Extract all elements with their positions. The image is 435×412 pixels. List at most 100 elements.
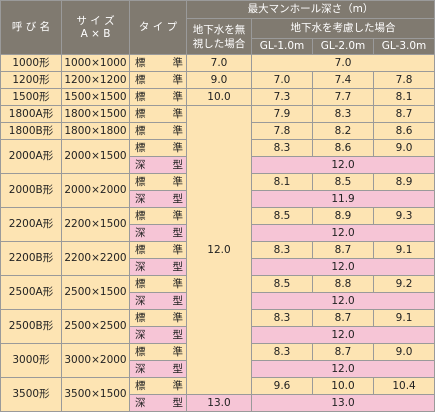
type-char-1: 標 — [135, 345, 146, 358]
row-gl2: 10.0 — [312, 377, 374, 395]
row-type: 標準 — [129, 139, 187, 157]
type-char-2: 型 — [172, 192, 184, 205]
row-size: 2000×1500 — [61, 139, 130, 174]
row-size: 3000×2000 — [61, 343, 130, 378]
row-name: 1800B形 — [0, 122, 62, 140]
row-type: 標準 — [129, 88, 187, 106]
row-type: 標準 — [129, 71, 187, 89]
table-row: 2200B形 2200×2200 標準 8.3 8.7 9.1 — [0, 241, 435, 276]
type-char-2: 準 — [172, 107, 184, 120]
row-gl2: 7.7 — [312, 88, 374, 106]
row-gl2: 8.3 — [312, 105, 374, 123]
table-row: 深型 11.9 — [1, 190, 435, 208]
row-gl1: 9.6 — [251, 377, 313, 395]
row-gl2: 8.5 — [312, 173, 374, 191]
row-name: 1500形 — [0, 88, 62, 106]
header-gl2: GL-2.0m — [312, 38, 374, 55]
row-groundwater-merged: 12.0 — [250, 224, 435, 242]
table-row: 深型 12.0 — [1, 156, 435, 174]
row-gl1: 7.0 — [251, 71, 313, 89]
row-name: 2500B形 — [0, 309, 62, 344]
header-no-groundwater: 地下水を無 視した場合 — [186, 18, 252, 55]
type-char-1: 深 — [135, 396, 146, 409]
table-row: 深型 12.0 — [1, 292, 435, 310]
row-gl1: 8.3 — [251, 139, 313, 157]
row-gl3: 8.9 — [372, 173, 435, 191]
table-row: 3500形 3500×1500 標準 9.6 10.0 10.4 — [0, 377, 435, 412]
table-row: 2500A形 2500×1500 標準 8.5 8.8 9.2 — [0, 275, 435, 310]
header-no-groundwater-line2: 視した場合 — [192, 37, 246, 50]
row-no-groundwater: 9.0 — [186, 71, 252, 89]
row-size: 2200×1500 — [61, 207, 130, 242]
type-char-1: 深 — [135, 362, 146, 375]
table-row: 深型 12.0 — [1, 258, 435, 276]
type-char-2: 型 — [172, 260, 184, 273]
type-char-1: 標 — [135, 243, 146, 256]
row-gl2: 8.2 — [312, 122, 374, 140]
table-row: 2200A形 2200×1500 標準 8.5 8.9 9.3 — [0, 207, 435, 242]
type-char-2: 型 — [172, 294, 184, 307]
type-char-1: 深 — [135, 158, 146, 171]
row-type: 深型 — [129, 258, 187, 276]
row-type: 標準 — [129, 122, 187, 140]
row-type: 標準 — [129, 275, 187, 293]
row-size: 1000×1000 — [61, 54, 130, 72]
row-gl2: 8.7 — [312, 309, 374, 327]
row-size: 2000×2000 — [61, 173, 130, 208]
row-name: 2000B形 — [0, 173, 62, 208]
row-type: 深型 — [129, 360, 187, 378]
row-gl1: 8.3 — [251, 309, 313, 327]
table-row: 深型 12.0 — [1, 360, 435, 378]
row-size: 2500×1500 — [61, 275, 130, 310]
type-char-2: 準 — [172, 175, 184, 188]
row-no-groundwater: 10.0 — [186, 88, 252, 106]
row-size: 1800×1800 — [61, 122, 130, 140]
row-groundwater-merged: 12.0 — [250, 156, 435, 174]
type-char-1: 標 — [135, 379, 146, 392]
row-gl3: 8.6 — [372, 122, 435, 140]
row-type: 標準 — [129, 241, 187, 259]
row-type: 標準 — [129, 54, 187, 72]
row-gl1: 8.5 — [251, 275, 313, 293]
table-row: 深型 12.0 — [1, 326, 435, 344]
row-gl1: 8.3 — [251, 343, 313, 361]
row-gl1: 7.3 — [251, 88, 313, 106]
row-gl1: 8.1 — [251, 173, 313, 191]
row-size: 1500×1500 — [61, 88, 130, 106]
row-gl3: 9.2 — [372, 275, 435, 293]
type-char-1: 深 — [135, 260, 146, 273]
type-char-1: 標 — [135, 175, 146, 188]
row-name: 1200形 — [0, 71, 62, 89]
header-name: 呼 び 名 — [0, 0, 62, 55]
type-char-1: 標 — [135, 311, 146, 324]
type-char-1: 標 — [135, 56, 146, 69]
row-gl3: 9.1 — [372, 241, 435, 259]
row-gl3: 9.1 — [372, 309, 435, 327]
row-groundwater-merged: 12.0 — [250, 326, 435, 344]
row-gl1: 8.5 — [251, 207, 313, 225]
row-name: 1000形 — [0, 54, 62, 72]
row-type: 標準 — [129, 377, 187, 395]
row-gl2: 7.4 — [312, 71, 374, 89]
type-char-2: 準 — [172, 141, 184, 154]
row-no-groundwater: 7.0 — [186, 54, 252, 72]
header-gl3: GL-3.0m — [372, 38, 435, 55]
row-name: 1800A形 — [0, 105, 62, 123]
table-row: 1800A形 1800×1500 標準 12.0 7.9 8.3 8.7 — [0, 105, 435, 395]
row-size: 1800×1500 — [61, 105, 130, 123]
row-gl3: 8.1 — [372, 88, 435, 106]
row-size: 1200×1200 — [61, 71, 130, 89]
row-gl2: 8.8 — [312, 275, 374, 293]
row-type: 深型 — [129, 224, 187, 242]
type-char-2: 準 — [172, 379, 184, 392]
type-char-1: 標 — [135, 90, 146, 103]
table-body: 1000形 1000×1000 標準 7.0 7.0 1200形 1200×12… — [0, 54, 435, 412]
row-groundwater-merged: 12.0 — [250, 258, 435, 276]
merged-no-groundwater: 12.0 — [186, 105, 252, 395]
row-name: 2200A形 — [0, 207, 62, 242]
type-char-1: 標 — [135, 141, 146, 154]
row-gl1: 8.3 — [251, 241, 313, 259]
type-char-2: 準 — [172, 209, 184, 222]
row-gl3: 7.8 — [372, 71, 435, 89]
